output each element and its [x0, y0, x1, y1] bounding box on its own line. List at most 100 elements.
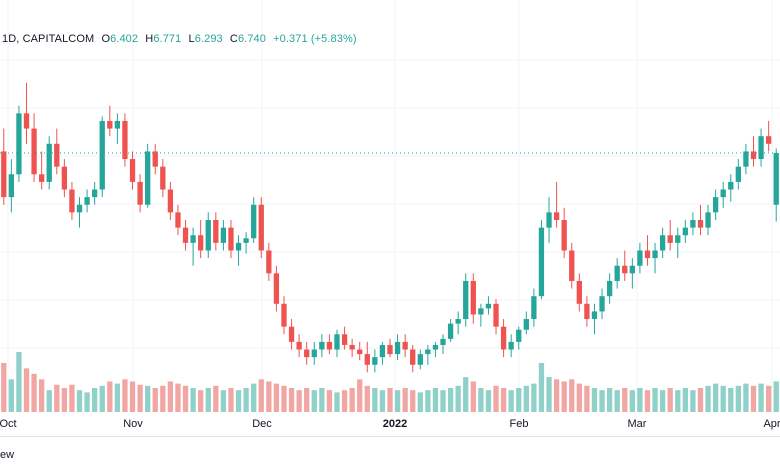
volume-bar: [228, 388, 234, 412]
volume-bar: [485, 390, 492, 412]
candle-body: [23, 113, 30, 129]
volume-bar: [758, 383, 764, 412]
volume-bar: [364, 385, 370, 412]
volume-bar: [773, 381, 779, 412]
candle-body: [584, 303, 590, 320]
candle-body: [606, 280, 613, 297]
volume-bar: [629, 390, 635, 412]
bottom-toolbar: ew: [0, 436, 780, 471]
legend-open-value: 6.402: [110, 33, 139, 45]
volume-bar: [341, 390, 348, 412]
volume-bar: [379, 390, 386, 412]
candle-body: [379, 344, 386, 358]
candle-body: [690, 220, 696, 228]
tick-label-mar: Mar: [627, 418, 647, 430]
volume-bar: [326, 390, 333, 412]
volume-bar: [591, 388, 598, 412]
candlestick-chart[interactable]: [0, 0, 780, 412]
volume-bar: [372, 388, 378, 412]
candle-body: [39, 174, 45, 182]
candle-body: [440, 338, 446, 345]
view-link[interactable]: ew: [0, 449, 15, 461]
volume-bar: [743, 383, 749, 412]
tick-label-nov: Nov: [123, 418, 143, 430]
candle-body: [304, 349, 310, 358]
candle-body: [167, 189, 174, 213]
volume-bar: [145, 385, 151, 412]
volume-bar: [500, 388, 507, 412]
candle-body: [569, 250, 575, 281]
candle-body: [54, 143, 60, 167]
volume-bar: [334, 392, 340, 412]
candle-body: [326, 341, 333, 350]
candle-body: [765, 136, 772, 144]
candle-body: [228, 227, 234, 251]
volume-bar: [410, 390, 416, 412]
candle-body: [629, 265, 635, 274]
candle-body: [561, 220, 567, 251]
candle-body: [637, 250, 643, 266]
volume-bar: [319, 388, 325, 412]
candle-body: [243, 238, 249, 243]
candle-body: [682, 227, 688, 236]
time-axis[interactable]: Oct Nov Dec 2022 Feb Mar Apr: [0, 412, 780, 436]
candle-body: [720, 189, 726, 198]
volume-bar: [432, 388, 439, 412]
volume-bar: [463, 377, 469, 412]
candle-body: [743, 151, 749, 167]
volume-bar: [296, 390, 302, 412]
candle-body: [387, 344, 393, 355]
candle-body: [599, 296, 605, 312]
candle-body: [46, 143, 52, 182]
candle-body: [61, 166, 68, 190]
volume-bar: [84, 392, 90, 412]
candle-body: [644, 250, 651, 259]
candle-body: [129, 159, 136, 182]
volume-bar: [251, 383, 257, 412]
candle-body: [500, 326, 507, 350]
candle-body: [1, 151, 7, 198]
candle-body: [213, 220, 219, 243]
volume-bar: [675, 390, 681, 412]
candle-body: [145, 151, 151, 205]
candle-body: [614, 265, 620, 281]
legend-close-value: 6.740: [237, 33, 266, 45]
volume-bar: [720, 385, 726, 412]
volume-bar: [523, 385, 529, 412]
volume-bar: [129, 381, 136, 412]
candle-body: [334, 334, 340, 350]
volume-bar: [735, 385, 741, 412]
volume-bar: [712, 383, 719, 412]
tick-label-feb: Feb: [509, 418, 529, 430]
candle-body: [122, 120, 128, 160]
volume-bar: [160, 385, 166, 412]
volume-bar: [23, 368, 30, 412]
volume-bar: [152, 388, 158, 412]
candle-body: [319, 341, 325, 350]
volume-bar: [614, 390, 620, 412]
candle-body: [675, 235, 681, 243]
candle-body: [735, 166, 741, 182]
volume-bar: [682, 388, 688, 412]
candle-body: [750, 151, 757, 160]
volume-bar: [538, 362, 545, 412]
volume-bar: [311, 390, 317, 412]
price-chart[interactable]: [0, 0, 780, 412]
volume-bar: [652, 388, 658, 412]
volume-bar: [728, 388, 734, 412]
volume-bar: [516, 388, 522, 412]
candle-body: [84, 197, 90, 205]
volume-bar: [622, 388, 628, 412]
volume-bar: [531, 383, 537, 412]
candle-body: [485, 303, 492, 309]
candle-body: [516, 329, 522, 342]
volume-bar: [137, 384, 143, 412]
volume-bar: [765, 385, 772, 412]
legend-low-label: L: [188, 33, 195, 45]
volume-bar: [31, 373, 37, 412]
candle-body: [576, 280, 582, 304]
volume-bar: [697, 388, 704, 412]
candle-body: [394, 341, 401, 355]
legend-change: +0.371 (+5.83%): [273, 33, 357, 45]
candle-body: [508, 341, 514, 350]
